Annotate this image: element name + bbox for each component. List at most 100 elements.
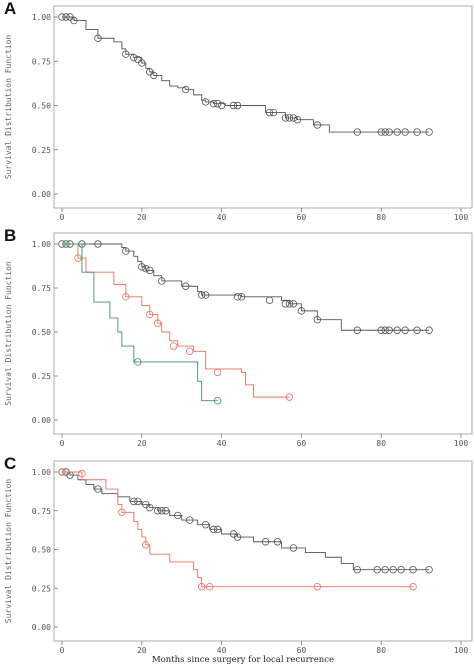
y-tick-label: 0.25 (32, 584, 51, 593)
censor-mark (122, 247, 130, 255)
censor-mark (385, 128, 393, 136)
y-tick-label: 0.25 (32, 372, 51, 381)
censor-mark (181, 282, 190, 290)
censor-mark (58, 468, 66, 476)
censor-mark (229, 101, 238, 110)
x-tick-label: 80 (376, 646, 386, 655)
survival-curve-red (62, 243, 290, 398)
censor-mark (217, 101, 226, 110)
x-tick-label: 60 (297, 213, 307, 222)
y-tick-label: 0.00 (32, 190, 51, 199)
censor-mark (122, 293, 130, 301)
censor-mark (233, 101, 242, 110)
censor-mark (289, 544, 298, 552)
censor-mark (313, 583, 322, 591)
censor-mark (397, 565, 405, 574)
censor-mark (197, 291, 206, 299)
y-tick-label: 1.00 (32, 468, 51, 477)
censor-mark (213, 100, 222, 108)
censor-mark (78, 469, 86, 478)
censor-mark (58, 13, 66, 21)
x-tick-label: 20 (137, 439, 147, 448)
censor-mark (377, 326, 385, 334)
censor-mark (289, 114, 298, 122)
censor-mark (381, 326, 389, 334)
y-tick-label: 0.75 (32, 284, 51, 293)
censor-mark (381, 565, 389, 574)
censor-mark (158, 277, 166, 285)
panel-letter: B (4, 226, 16, 245)
censor-mark (389, 565, 397, 574)
censor-mark (285, 114, 294, 122)
censor-mark (197, 583, 206, 591)
censor-mark (185, 516, 194, 524)
panel-letter: C (4, 454, 16, 473)
censor-mark (154, 319, 162, 327)
censor-mark (261, 538, 270, 546)
x-tick-label: 40 (217, 439, 227, 448)
x-tick-label: 0 (60, 439, 65, 448)
censor-mark (273, 538, 282, 546)
censor-mark (158, 507, 166, 515)
censor-mark (134, 55, 142, 64)
x-tick-label: 60 (297, 439, 307, 448)
x-tick-label: 80 (376, 213, 386, 222)
x-tick-label: 40 (217, 646, 227, 655)
survival-curve-gray (62, 471, 430, 571)
x-tick-label: 80 (376, 439, 386, 448)
censor-mark (142, 541, 150, 549)
x-axis-label: Months since surgery for local recurrenc… (152, 655, 334, 665)
x-tick-label: 0 (60, 646, 65, 655)
censor-mark (373, 565, 381, 574)
y-tick-label: 0.75 (32, 57, 51, 66)
censor-mark (146, 503, 154, 512)
censor-mark (233, 293, 242, 301)
survival-curve-gray (62, 243, 430, 331)
censor-mark (138, 59, 146, 67)
censor-mark (134, 358, 142, 366)
censor-mark (289, 300, 298, 308)
censor-mark (209, 525, 218, 534)
censor-mark (265, 108, 274, 117)
y-axis-label: Survival Distribution Function (4, 261, 13, 406)
censor-mark (209, 100, 218, 108)
y-axis-label: Survival Distribution Function (4, 479, 13, 624)
y-tick-label: 1.00 (32, 13, 51, 22)
censor-mark (70, 16, 78, 25)
censor-mark (150, 71, 158, 80)
x-tick-label: 100 (454, 439, 469, 448)
censor-mark (269, 108, 278, 117)
censor-mark (122, 50, 130, 58)
censor-mark (94, 485, 102, 493)
x-tick-label: 60 (297, 646, 307, 655)
x-tick-label: 100 (454, 213, 469, 222)
censor-mark (413, 326, 421, 334)
y-tick-label: 0.00 (32, 416, 51, 425)
censor-mark (62, 240, 70, 248)
censor-mark (185, 347, 194, 356)
censor-mark (170, 342, 178, 350)
x-tick-label: 100 (454, 646, 469, 655)
y-tick-label: 1.00 (32, 240, 51, 249)
x-tick-label: 20 (137, 646, 147, 655)
censor-mark (154, 507, 162, 515)
censor-mark (213, 368, 222, 377)
panel-c: C Survival Distribution Function 0.00 0.25 0… (4, 454, 473, 655)
censor-mark (381, 128, 389, 136)
panel-b: B Survival Distribution Function 0.00 0.25 0… (4, 226, 473, 448)
censor-mark (213, 396, 222, 405)
censor-mark (94, 240, 102, 248)
censor-mark (425, 565, 433, 574)
y-tick-label: 0.50 (32, 102, 51, 111)
censor-mark (281, 114, 290, 122)
survival-curve-red (62, 471, 414, 588)
censor-mark (353, 128, 361, 136)
censor-mark (285, 300, 294, 308)
x-tick-label: 40 (217, 213, 227, 222)
censor-mark (313, 121, 322, 129)
censor-mark (425, 326, 433, 334)
plot-frame (53, 460, 473, 642)
censor-mark (205, 583, 214, 591)
x-tick-label: 0 (60, 213, 65, 222)
censor-mark (201, 98, 210, 106)
